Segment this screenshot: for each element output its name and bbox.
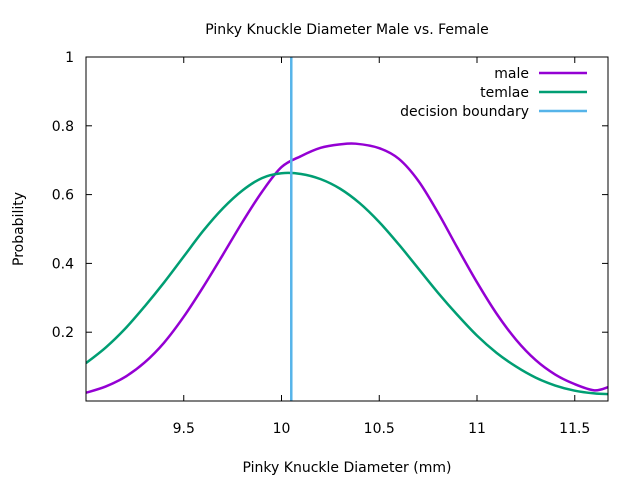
series-line-male [86,142,608,394]
x-tick-label: 9.5 [173,421,195,437]
x-tick-label: 11.5 [559,421,590,437]
y-tick-label: 0.6 [52,188,74,204]
x-axis-label: Pinky Knuckle Diameter (mm) [243,460,452,476]
x-tick-label: 10.5 [364,421,395,437]
legend-label-temlae: temlae [480,85,529,101]
y-tick-label: 1 [65,50,74,66]
legend: male temlae decision boundary [400,66,587,120]
series-group [86,57,608,401]
legend-label-male: male [494,66,529,82]
y-axis-label: Probability [11,192,27,266]
y-tick-label: 0.4 [52,256,74,272]
x-tick-label: 11 [468,421,486,437]
x-tick-label: 10 [273,421,291,437]
y-tick-label: 0.8 [52,119,74,135]
y-tick-label: 0.2 [52,325,74,341]
legend-label-decision-boundary: decision boundary [400,104,529,120]
chart-title: Pinky Knuckle Diameter Male vs. Female [205,22,488,38]
ticks: 9.5 10 10.5 11 11.5 0.2 0.4 0.6 0.8 1 [52,50,608,437]
series-line-temlae [86,171,608,396]
plot-frame [85,56,609,402]
